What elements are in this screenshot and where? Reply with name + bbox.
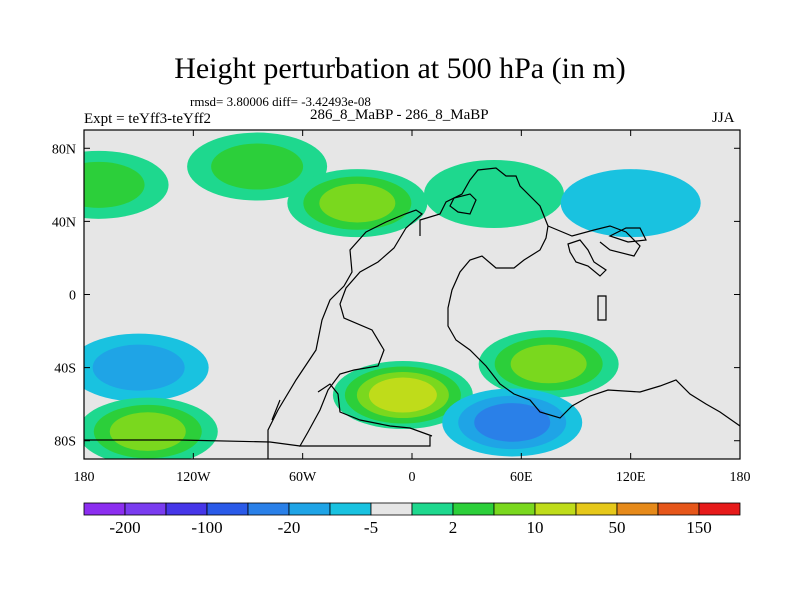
experiment-label: Expt = teYff3-teYff2 <box>84 111 212 127</box>
south-atlantic-positive-level <box>368 377 437 413</box>
lon-tick-label: 60W <box>289 470 317 485</box>
north-pacific-positive <box>187 132 328 201</box>
lat-tick-label: 40N <box>52 215 76 230</box>
southern-ocean-positive-level <box>109 412 186 451</box>
north-atlantic-positive <box>424 159 564 228</box>
north-pacific-positive-level <box>211 143 304 190</box>
colorbar-swatch <box>124 502 167 516</box>
colorbar-swatch <box>247 502 290 516</box>
contour-fields <box>84 132 701 459</box>
lon-tick-label: 120E <box>616 470 646 485</box>
colorbar-label: 2 <box>449 518 458 537</box>
colorbar-label: -20 <box>278 518 301 537</box>
colorbar-swatch <box>83 502 126 516</box>
colorbar-label: -5 <box>364 518 378 537</box>
colorbar-swatch <box>288 502 331 516</box>
north-america-positive <box>287 169 428 238</box>
south-america-coastline <box>267 209 431 459</box>
colorbar-swatch <box>411 502 454 516</box>
colorbar-swatch <box>657 502 700 516</box>
colorbar-swatch <box>165 502 208 516</box>
lon-tick-label: 60E <box>510 470 533 485</box>
southern-ocean-positive <box>84 397 218 459</box>
siberia-negative-level <box>560 169 701 238</box>
colorbar-label: 150 <box>686 518 712 537</box>
europe-coastline <box>449 193 607 277</box>
map-axes: 180 120W 60W 0 60E 120E 180 80N 40N 0 40S 80S <box>52 130 751 485</box>
north-pacific-west-positive <box>84 150 169 219</box>
colorbar: -200 -100 -20 -5 2 10 50 150 <box>83 502 741 537</box>
antarctic-coastline <box>84 383 433 447</box>
colorbar-swatch <box>329 502 372 516</box>
plot-subtitle: rmsd= 3.80006 diff= -3.42493e-08 <box>190 94 371 109</box>
lon-tick-label: 180 <box>730 470 751 485</box>
lat-tick-label: 0 <box>69 289 76 304</box>
southern-pacific-negative-level <box>92 344 185 391</box>
north-pacific-west-positive-level <box>84 161 145 208</box>
lon-tick-label: 120W <box>176 470 211 485</box>
indian-ocean-positive <box>478 329 619 398</box>
colorbar-swatch <box>575 502 618 516</box>
colorbar-swatch <box>534 502 577 516</box>
southern-pacific-negative <box>84 333 209 402</box>
coastlines <box>84 167 740 459</box>
colorbar-swatch <box>698 502 741 516</box>
north-america-positive-level <box>319 183 396 223</box>
colorbar-swatch <box>206 502 249 516</box>
antarctic-negative <box>442 388 583 457</box>
antarctic-negative-level <box>474 403 551 442</box>
colorbar-label: -100 <box>191 518 222 537</box>
colorbar-swatch <box>370 502 413 516</box>
asia-coastline <box>547 225 647 321</box>
north-atlantic-positive-level <box>424 159 564 228</box>
colorbar-label: -200 <box>109 518 140 537</box>
colorbar-label: 10 <box>527 518 544 537</box>
lat-tick-label: 80S <box>54 435 76 450</box>
run-label: 286_8_MaBP - 286_8_MaBP <box>310 107 489 123</box>
lat-tick-label: 80N <box>52 142 76 157</box>
south-atlantic-positive <box>332 361 473 430</box>
colorbar-swatch <box>616 502 659 516</box>
africa-coastline <box>419 167 740 427</box>
indian-ocean-positive-level <box>510 344 587 384</box>
season-label: JJA <box>712 110 735 126</box>
lon-tick-label: 180 <box>74 470 95 485</box>
lat-tick-label: 40S <box>54 362 76 377</box>
colorbar-swatch <box>452 502 495 516</box>
colorbar-label: 50 <box>609 518 626 537</box>
colorbar-swatch <box>493 502 536 516</box>
siberia-negative <box>560 169 701 238</box>
lon-tick-label: 0 <box>409 470 416 485</box>
plot-title: Height perturbation at 500 hPa (in m) <box>174 52 626 85</box>
